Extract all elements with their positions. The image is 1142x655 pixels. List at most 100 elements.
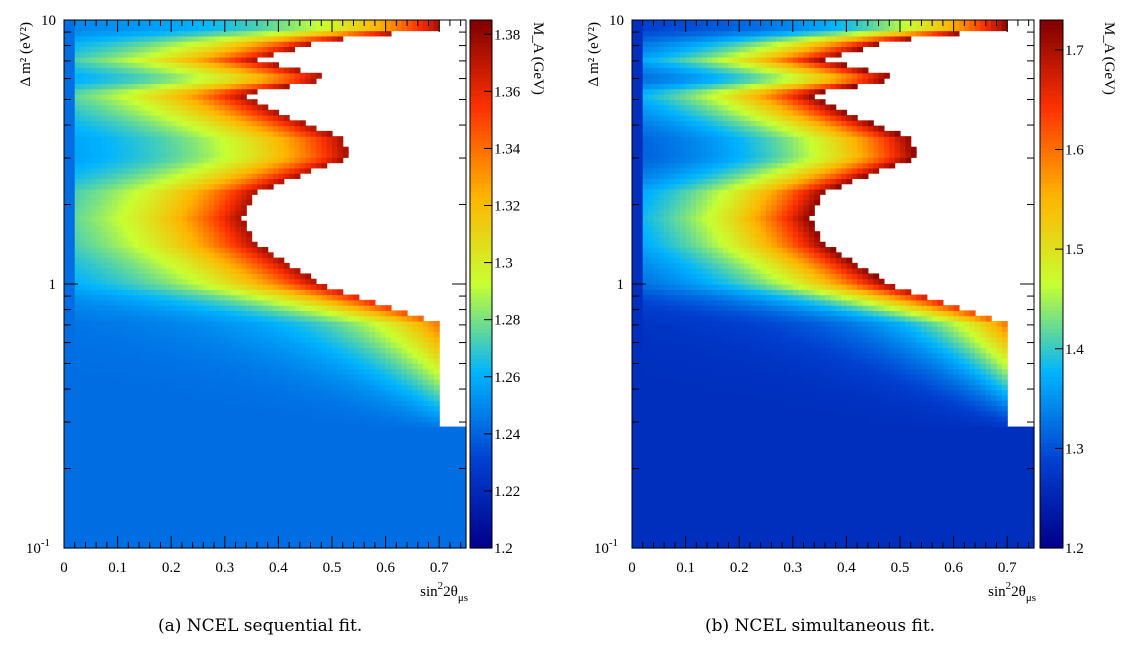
heatmap-cell: [155, 215, 162, 222]
heatmap-cell: [139, 104, 145, 111]
heatmap-cell: [246, 299, 253, 306]
heatmap-cell: [235, 421, 242, 428]
heatmap-cell: [342, 500, 349, 507]
heatmap-cell: [380, 542, 387, 549]
heatmap-cell: [267, 273, 274, 280]
heatmap-cell: [262, 532, 269, 539]
heatmap-cell: [332, 368, 338, 375]
heatmap-cell: [407, 320, 413, 327]
heatmap-cell: [240, 479, 247, 486]
heatmap-cell: [160, 241, 167, 248]
heatmap-cell: [192, 204, 199, 211]
heatmap-cell: [401, 410, 408, 417]
heatmap-cell: [396, 394, 403, 401]
heatmap-cell: [214, 215, 221, 222]
heatmap-cell: [262, 463, 269, 470]
heatmap-cell: [305, 468, 312, 475]
heatmap-cell: [256, 405, 263, 412]
heatmap-cell: [385, 320, 392, 327]
heatmap-cell: [262, 521, 269, 528]
heatmap-cell: [230, 120, 237, 127]
heatmap-cell: [267, 421, 274, 428]
heatmap-cell: [208, 257, 215, 264]
heatmap-cell: [348, 400, 355, 407]
heatmap-cell: [369, 532, 376, 539]
heatmap-cell: [251, 379, 258, 385]
heatmap-cell: [208, 204, 215, 211]
heatmap-cell: [144, 247, 151, 253]
heatmap-cell: [262, 299, 269, 306]
heatmap-cell: [69, 204, 76, 211]
heatmap-cell: [155, 468, 162, 475]
heatmap-cell: [155, 542, 162, 549]
heatmap-cell: [106, 500, 113, 507]
heatmap-cell: [133, 363, 140, 370]
heatmap-cell: [165, 336, 172, 343]
heatmap-cell: [294, 373, 301, 380]
heatmap-cell: [262, 167, 269, 174]
heatmap-cell: [449, 431, 456, 438]
heatmap-cell: [224, 136, 231, 143]
heatmap-cell: [160, 315, 167, 322]
heatmap-cell: [326, 384, 333, 391]
heatmap-cell: [246, 389, 253, 396]
heatmap-cell: [230, 247, 237, 253]
heatmap-cell: [80, 479, 87, 486]
heatmap-cell: [326, 484, 333, 491]
heatmap-cell: [278, 463, 285, 470]
heatmap-cell: [176, 284, 183, 290]
heatmap-cell: [224, 268, 231, 275]
heatmap-cell: [364, 542, 371, 549]
heatmap-cell: [439, 526, 446, 533]
heatmap-cell: [289, 347, 296, 354]
heatmap-cell: [171, 368, 178, 375]
heatmap-cell: [235, 188, 242, 195]
heatmap-cell: [80, 421, 87, 428]
heatmap-cell: [423, 511, 430, 517]
heatmap-cell: [278, 537, 285, 544]
heatmap-cell: [267, 130, 274, 137]
heatmap-cell: [358, 384, 365, 391]
heatmap-cell: [90, 173, 97, 179]
heatmap-cell: [364, 426, 371, 433]
heatmap-cell: [96, 484, 103, 491]
heatmap-cell: [85, 241, 92, 248]
heatmap-cell: [85, 215, 92, 222]
heatmap-cell: [240, 400, 247, 407]
heatmap-cell: [315, 416, 322, 422]
heatmap-cell: [64, 236, 70, 243]
heatmap-cell: [165, 526, 172, 533]
heatmap-cell: [117, 236, 124, 243]
heatmap-cell: [69, 173, 76, 179]
heatmap-cell: [64, 542, 70, 549]
heatmap-cell: [332, 416, 338, 422]
heatmap-cell: [273, 474, 279, 480]
heatmap-cell: [299, 468, 306, 475]
heatmap-cell: [85, 104, 92, 111]
heatmap-cell: [423, 463, 430, 470]
heatmap-cell: [90, 294, 97, 301]
heatmap-cell: [299, 447, 306, 454]
heatmap-cell: [144, 194, 151, 201]
heatmap-cell: [299, 489, 306, 496]
heatmap-cell: [101, 104, 108, 111]
heatmap-cell: [106, 109, 113, 116]
heatmap-cell: [240, 505, 247, 512]
heatmap-cell: [133, 368, 140, 375]
heatmap-cell: [171, 379, 178, 385]
heatmap-cell: [412, 405, 419, 412]
heatmap-cell: [90, 495, 97, 502]
heatmap-cell: [144, 125, 151, 132]
heatmap-cell: [117, 489, 124, 496]
heatmap-cell: [69, 421, 76, 428]
heatmap-cell: [101, 357, 108, 364]
heatmap-cell: [122, 489, 129, 496]
heatmap-cell: [326, 442, 333, 449]
heatmap-cell: [192, 542, 199, 549]
heatmap-cell: [433, 479, 440, 486]
heatmap-cell: [273, 173, 279, 179]
heatmap-cell: [385, 495, 392, 502]
heatmap-cell: [262, 489, 269, 496]
heatmap-cell: [235, 194, 242, 201]
heatmap-cell: [342, 416, 349, 422]
